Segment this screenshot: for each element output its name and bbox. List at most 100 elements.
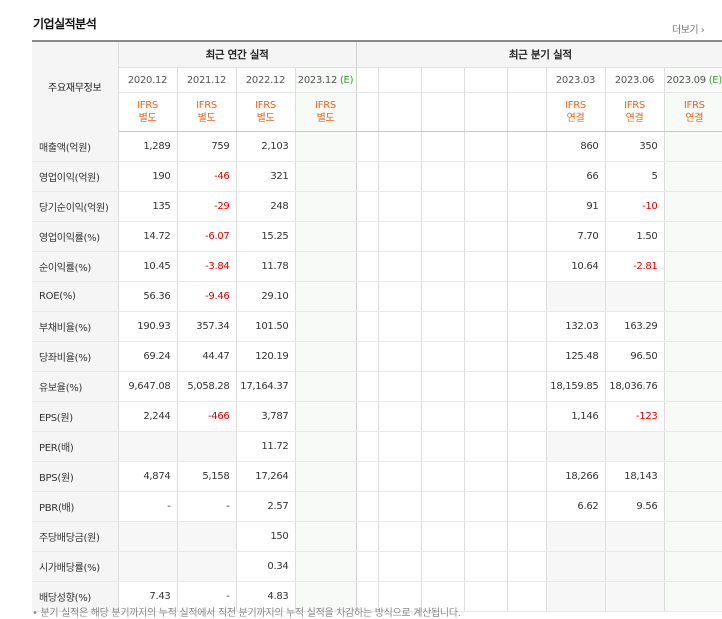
annual-value: 3,787 (236, 402, 295, 432)
quarter-value (378, 432, 421, 462)
annual-value: 101.50 (236, 312, 295, 342)
annual-value: 150 (236, 522, 295, 552)
quarter-value (356, 432, 378, 462)
quarter-value (605, 582, 664, 612)
quarter-value (464, 372, 507, 402)
quarter-value (421, 162, 464, 192)
table-row: 시가배당률(%)0.34 (32, 552, 722, 582)
annual-value: -29 (177, 192, 236, 222)
annual-value: 0.34 (236, 552, 295, 582)
quarter-value (605, 552, 664, 582)
annual-value: 15.25 (236, 222, 295, 252)
period-label: 2023.09 (667, 75, 706, 86)
annual-value: - (118, 492, 177, 522)
row-label: 주당배당금(원) (32, 522, 118, 552)
annual-value: 5,158 (177, 462, 236, 492)
standard-type: IFRS (296, 99, 356, 112)
standard-scope: 별도 (119, 112, 177, 125)
annual-value (295, 252, 356, 282)
quarter-value (507, 312, 546, 342)
quarter-value (664, 162, 722, 192)
quarter-value (507, 222, 546, 252)
period-header (464, 68, 507, 93)
annual-value: 2.57 (236, 492, 295, 522)
quarter-value (356, 312, 378, 342)
row-label: PER(배) (32, 432, 118, 462)
annual-value: 357.34 (177, 312, 236, 342)
annual-value (295, 462, 356, 492)
annual-value (295, 282, 356, 312)
annual-value: 1,289 (118, 132, 177, 162)
quarter-value (464, 162, 507, 192)
accounting-standard (421, 93, 464, 132)
quarter-value: 1,146 (546, 402, 605, 432)
standard-type: IFRS (606, 99, 664, 112)
annual-value: 190.93 (118, 312, 177, 342)
quarter-value (664, 372, 722, 402)
quarter-value (664, 552, 722, 582)
quarter-value (378, 552, 421, 582)
annual-value: 14.72 (118, 222, 177, 252)
period-header (378, 68, 421, 93)
quarter-value (546, 282, 605, 312)
quarter-value (356, 252, 378, 282)
quarter-value (464, 342, 507, 372)
standard-scope: 연결 (547, 112, 605, 125)
annual-value: -9.46 (177, 282, 236, 312)
accounting-standard (464, 93, 507, 132)
quarter-value: 1.50 (605, 222, 664, 252)
standard-type: IFRS (119, 99, 177, 112)
annual-value (295, 372, 356, 402)
quarter-value (464, 192, 507, 222)
quarter-value: -2.81 (605, 252, 664, 282)
quarter-value (378, 402, 421, 432)
annual-value: 248 (236, 192, 295, 222)
quarter-header: 최근 분기 실적 (356, 41, 722, 68)
quarter-value (356, 282, 378, 312)
quarter-value (378, 282, 421, 312)
annual-value: 9,647.08 (118, 372, 177, 402)
annual-value (295, 402, 356, 432)
standard-scope: 별도 (237, 112, 295, 125)
quarter-value: 96.50 (605, 342, 664, 372)
quarter-value (421, 462, 464, 492)
more-link[interactable]: 더보기 › (672, 21, 704, 36)
period-label: 2020.12 (128, 75, 167, 86)
quarter-value: -10 (605, 192, 664, 222)
annual-value: -46 (177, 162, 236, 192)
quarter-value (664, 252, 722, 282)
quarter-value (507, 282, 546, 312)
section-title: 기업실적분석 (33, 15, 96, 32)
quarter-value (464, 312, 507, 342)
period-label: 2021.12 (187, 75, 226, 86)
quarter-value (507, 342, 546, 372)
row-label: PBR(배) (32, 492, 118, 522)
annual-value: - (177, 492, 236, 522)
quarter-value (356, 342, 378, 372)
quarter-value (421, 402, 464, 432)
quarter-value (356, 522, 378, 552)
accounting-standard (378, 93, 421, 132)
quarter-value (356, 492, 378, 522)
annual-value: -466 (177, 402, 236, 432)
quarter-value (356, 132, 378, 162)
quarter-value (356, 462, 378, 492)
annual-value: 69.24 (118, 342, 177, 372)
quarter-value (464, 252, 507, 282)
annual-value (295, 522, 356, 552)
estimate-mark: (E) (340, 75, 353, 86)
quarter-value (378, 312, 421, 342)
annual-value: -6.07 (177, 222, 236, 252)
quarter-value (464, 282, 507, 312)
quarter-value: 66 (546, 162, 605, 192)
quarter-value (664, 192, 722, 222)
chevron-right-icon: › (698, 25, 704, 36)
annual-value: 120.19 (236, 342, 295, 372)
